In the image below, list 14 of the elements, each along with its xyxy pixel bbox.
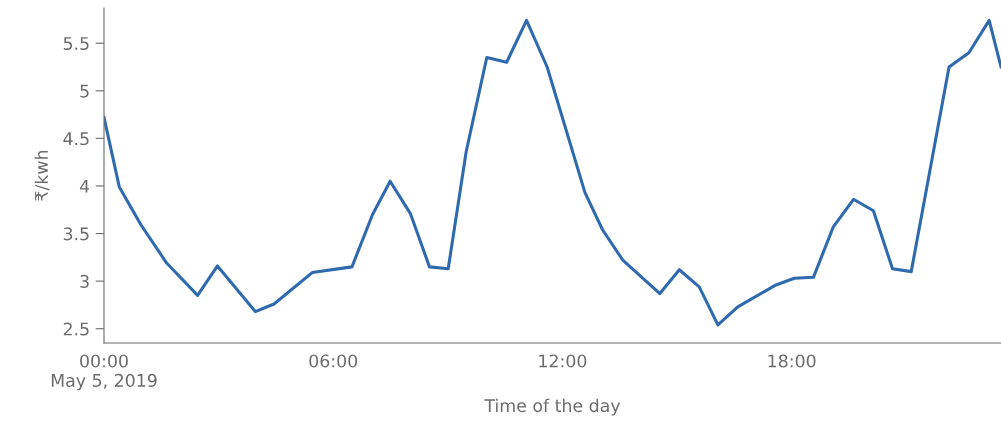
y-tick-label: 3 [80, 274, 89, 288]
x-axis-title: Time of the day [484, 398, 621, 416]
y-tick-label: 3.5 [63, 227, 89, 241]
y-tick-label: 5 [80, 84, 89, 98]
x-tick-label: 12:00 [539, 354, 587, 368]
y-tick-label: 4 [79, 179, 90, 193]
x-tick-label: 00:00 May 5, 2019 [51, 354, 157, 391]
y-tick-label: 2.5 [63, 322, 89, 336]
line-series [104, 18, 1001, 327]
x-tick-label: 06:00 [309, 354, 358, 368]
y-axis-title: ₹/kwh [34, 150, 50, 201]
x-tick-label: 18:00 [768, 354, 816, 368]
y-tick-label: 4.5 [63, 132, 89, 146]
y-tick-label: 5.5 [63, 37, 89, 51]
